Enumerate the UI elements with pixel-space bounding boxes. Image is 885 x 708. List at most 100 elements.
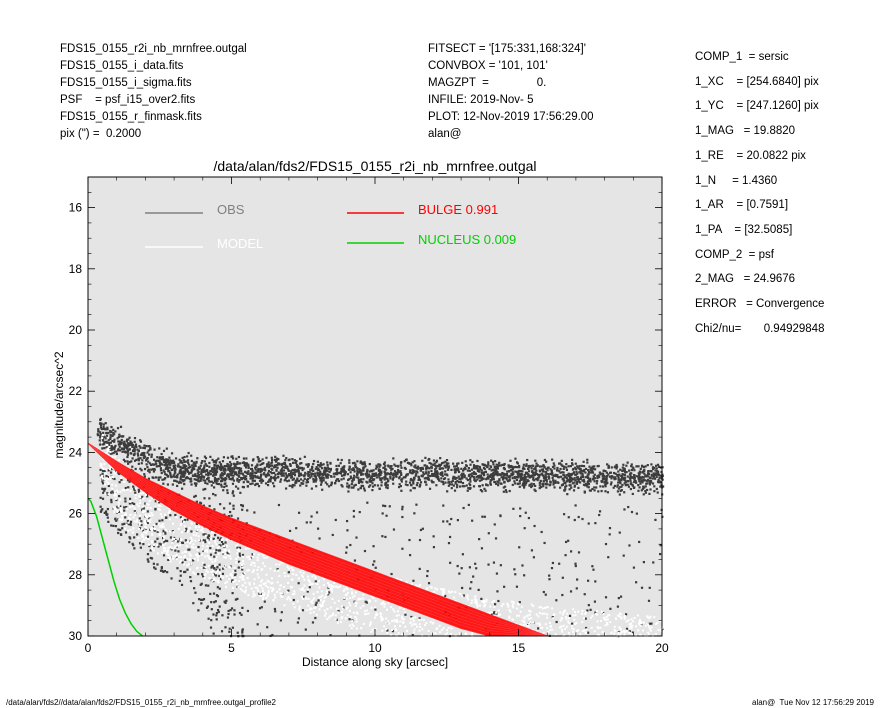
obs-point bbox=[541, 472, 544, 476]
model-point bbox=[574, 614, 577, 617]
obs-point bbox=[408, 462, 411, 465]
obs-point bbox=[190, 454, 193, 457]
obs-point bbox=[177, 550, 180, 553]
obs-point bbox=[494, 460, 497, 463]
model-point bbox=[174, 540, 177, 543]
obs-point bbox=[146, 521, 149, 525]
model-point bbox=[243, 572, 246, 575]
model-point bbox=[340, 610, 343, 613]
obs-point bbox=[127, 462, 130, 465]
obs-point bbox=[540, 468, 543, 471]
obs-point bbox=[124, 531, 128, 534]
model-point bbox=[187, 563, 190, 566]
obs-point bbox=[312, 462, 315, 466]
model-point bbox=[394, 620, 397, 623]
model-point bbox=[314, 575, 317, 578]
model-point bbox=[290, 567, 293, 570]
obs-point bbox=[226, 473, 229, 476]
model-point bbox=[159, 525, 162, 528]
obs-point bbox=[641, 487, 644, 490]
obs-point bbox=[414, 464, 417, 467]
obs-point bbox=[630, 465, 633, 468]
obs-point bbox=[223, 507, 226, 510]
obs-point bbox=[439, 463, 443, 466]
obs-point bbox=[519, 507, 522, 510]
obs-point bbox=[195, 500, 198, 503]
obs-point bbox=[587, 472, 590, 476]
obs-point bbox=[552, 479, 555, 482]
model-point bbox=[169, 560, 172, 563]
model-point bbox=[388, 622, 391, 625]
model-point bbox=[287, 567, 290, 570]
obs-point bbox=[508, 479, 511, 482]
obs-point bbox=[370, 479, 373, 483]
model-point bbox=[160, 524, 163, 527]
model-point bbox=[164, 549, 167, 552]
model-point bbox=[429, 621, 432, 624]
model-point bbox=[500, 604, 503, 607]
model-point bbox=[196, 559, 199, 562]
obs-point bbox=[120, 447, 123, 450]
obs-point bbox=[404, 613, 407, 616]
obs-point bbox=[240, 469, 243, 473]
obs-point bbox=[471, 519, 474, 522]
obs-point bbox=[183, 464, 186, 467]
obs-point bbox=[284, 487, 288, 490]
obs-point bbox=[357, 488, 360, 491]
obs-point bbox=[381, 535, 384, 538]
obs-point bbox=[456, 564, 459, 568]
obs-point bbox=[106, 513, 109, 516]
model-point bbox=[458, 592, 461, 595]
model-point bbox=[142, 531, 145, 534]
model-point bbox=[132, 527, 135, 530]
model-point bbox=[171, 547, 174, 550]
model-point bbox=[554, 633, 557, 636]
obs-point bbox=[384, 473, 387, 476]
obs-point bbox=[457, 469, 460, 472]
obs-point bbox=[122, 458, 126, 461]
obs-point bbox=[244, 463, 247, 466]
obs-point bbox=[603, 480, 606, 484]
model-point bbox=[101, 437, 104, 440]
model-point bbox=[167, 556, 170, 559]
obs-point bbox=[181, 541, 184, 544]
obs-point bbox=[302, 595, 306, 598]
obs-point bbox=[223, 472, 226, 475]
obs-point bbox=[518, 469, 521, 472]
obs-point bbox=[400, 489, 403, 492]
obs-point bbox=[237, 566, 240, 569]
model-point bbox=[145, 526, 148, 529]
model-point bbox=[535, 630, 538, 633]
obs-point bbox=[411, 479, 415, 482]
obs-point bbox=[571, 463, 574, 466]
obs-point bbox=[305, 463, 308, 466]
obs-point bbox=[127, 443, 130, 447]
model-point bbox=[180, 539, 183, 542]
model-point bbox=[228, 565, 231, 568]
obs-point bbox=[647, 599, 651, 602]
obs-point bbox=[462, 472, 465, 475]
obs-point bbox=[604, 485, 607, 488]
model-point bbox=[348, 601, 351, 604]
obs-point bbox=[212, 537, 215, 540]
obs-point bbox=[150, 453, 153, 456]
obs-point bbox=[322, 479, 325, 482]
model-point bbox=[190, 562, 193, 565]
model-point bbox=[289, 599, 292, 602]
model-point bbox=[188, 557, 191, 560]
obs-point bbox=[260, 467, 263, 471]
model-point bbox=[565, 625, 568, 628]
obs-point bbox=[617, 476, 620, 480]
obs-point bbox=[499, 464, 502, 467]
obs-point bbox=[173, 472, 176, 475]
obs-point bbox=[348, 465, 351, 468]
obs-point bbox=[551, 616, 554, 619]
model-point bbox=[286, 598, 289, 601]
obs-point bbox=[517, 482, 520, 486]
model-point bbox=[320, 590, 323, 593]
obs-point bbox=[314, 476, 317, 479]
obs-point bbox=[608, 533, 611, 536]
obs-point bbox=[350, 476, 353, 480]
obs-point bbox=[296, 621, 299, 624]
obs-point bbox=[558, 470, 561, 473]
